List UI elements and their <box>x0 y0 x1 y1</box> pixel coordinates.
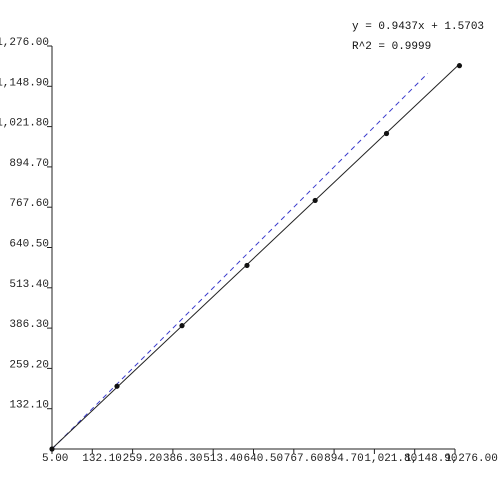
y-tick-label: 1,021.80 <box>0 118 49 130</box>
data-point <box>244 262 250 269</box>
x-tick-label: 894.70 <box>324 453 364 465</box>
trend-lines <box>51 63 460 450</box>
y-tick-label: 513.40 <box>9 279 49 291</box>
x-tick-label: 5.00 <box>42 453 68 465</box>
data-points <box>49 63 463 452</box>
x-tick-label: 1,148.90 <box>405 453 458 465</box>
y-tick-label: 640.50 <box>9 239 49 251</box>
y-tick-label: 259.20 <box>9 359 49 371</box>
data-point <box>179 323 185 329</box>
y-tick-label: 386.30 <box>9 319 49 331</box>
data-point <box>456 63 463 69</box>
y-tick-label: 767.60 <box>9 198 49 210</box>
x-tick-label: 132.10 <box>82 453 122 465</box>
x-tick-label: 1,276.00 <box>445 453 498 465</box>
axes: 5.00 132.10 259.20 386.30 513.40 640.50 767.60… <box>0 37 498 465</box>
data-point <box>383 130 390 137</box>
data-point <box>49 446 55 452</box>
y-tick-label: 1,276.00 <box>0 37 49 49</box>
fit-equation: y = 0.9437x + 1.5703 <box>352 21 484 33</box>
fit-line <box>51 63 460 449</box>
identity-line <box>51 72 429 450</box>
data-point <box>312 197 318 204</box>
x-tick-label: 513.40 <box>203 453 243 465</box>
x-tick-label: 259.20 <box>123 453 163 465</box>
x-tick-label: 386.30 <box>163 453 203 465</box>
x-tick-label: 640.50 <box>244 453 284 465</box>
r-squared-label: R^2 = 0.9999 <box>352 41 431 53</box>
y-tick-label: 1,148.90 <box>0 77 49 89</box>
y-tick-label: 894.70 <box>9 158 49 170</box>
data-point <box>114 383 120 389</box>
x-tick-label: 1,021.80 <box>364 453 417 465</box>
y-tick-label: 132.10 <box>9 400 49 412</box>
x-tick-label: 767.60 <box>284 453 324 465</box>
